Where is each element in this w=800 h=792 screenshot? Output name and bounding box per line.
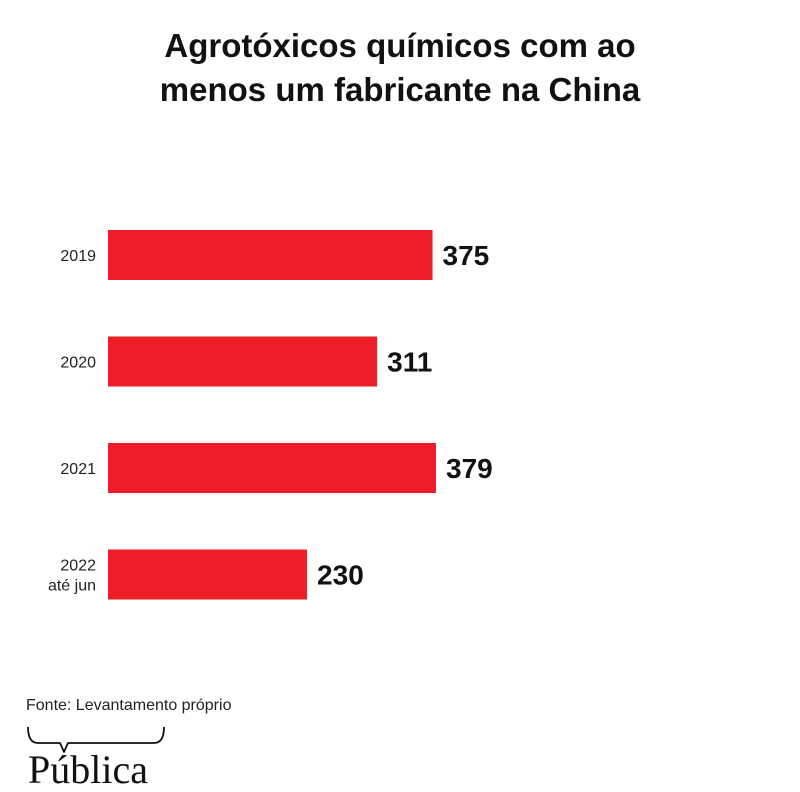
category-label-0: 2019 [60, 248, 96, 265]
category-label-1: 2020 [60, 355, 96, 372]
source-note: Fonte: Levantamento próprio [26, 697, 232, 714]
title-line-2: menos um fabricante na China [159, 71, 641, 108]
bar-2 [108, 443, 436, 493]
bar-3 [108, 549, 308, 600]
bar-chart: 2019 375 2020 311 2021 379 2022 até jun 230 [48, 230, 493, 600]
publica-logo: Pública [24, 724, 174, 792]
category-label-2: 2021 [60, 461, 96, 478]
bar-1 [108, 336, 378, 387]
value-label-1: 311 [387, 347, 432, 378]
category-label-3-line-1: até jun [48, 578, 96, 595]
logo-wordmark: Pública [28, 747, 148, 792]
value-label-0: 375 [443, 240, 490, 271]
chart-title: Agrotóxicos químicos com ao menos um fab… [0, 24, 800, 112]
bar-0 [108, 230, 433, 280]
category-label-3-line-0: 2022 [60, 558, 96, 575]
speech-bubble-brace-icon [27, 726, 165, 753]
title-line-1: Agrotóxicos químicos com ao [164, 27, 636, 64]
value-label-3: 230 [317, 560, 364, 591]
value-label-2: 379 [446, 453, 493, 484]
